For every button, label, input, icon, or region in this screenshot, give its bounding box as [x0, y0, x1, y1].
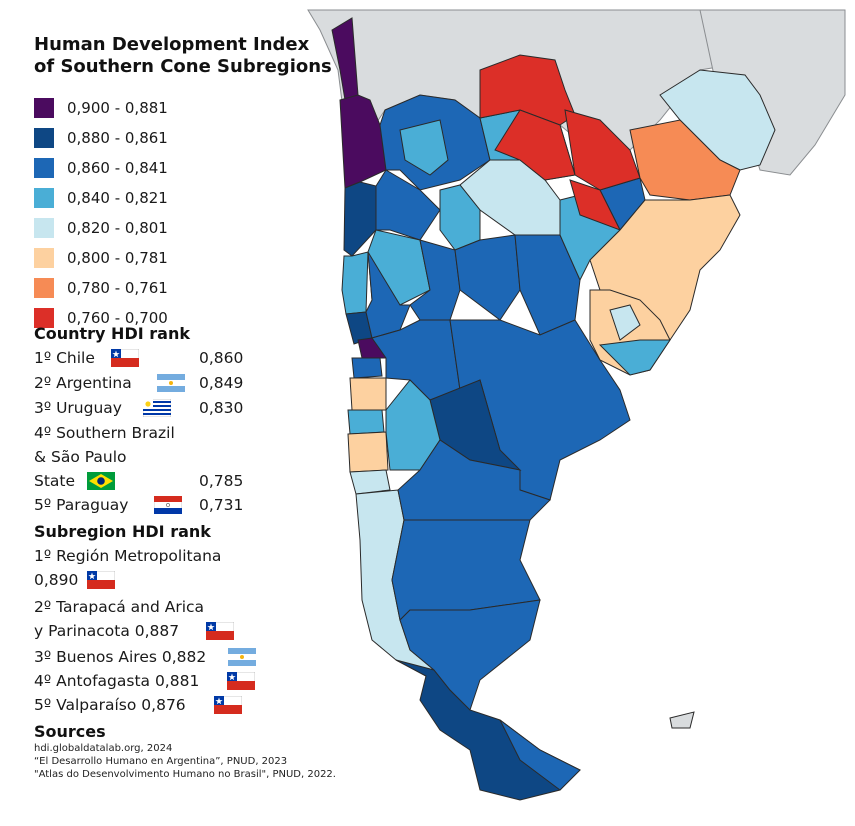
chile-flag-icon	[206, 622, 234, 640]
chile	[331, 17, 581, 801]
source-line: "Atlas do Desenvolvimento Humano no Bras…	[34, 769, 336, 780]
argentina-flag-icon	[157, 374, 185, 392]
argentina-flag-icon	[228, 648, 256, 666]
subregion-rank-2-line1: 2º Tarapacá and Arica	[34, 598, 205, 616]
subregion-rank-2-line2: y Parinacota 0,887	[34, 622, 180, 640]
subregion-rank-4-line1: 4º Antofagasta 0,881	[34, 672, 200, 690]
legend-swatch	[34, 308, 54, 328]
argentina	[365, 94, 695, 791]
region-maule	[349, 377, 387, 411]
paraguay	[479, 54, 641, 231]
country-rank-4-value: 0,785	[199, 472, 244, 490]
region-santa-cruz	[399, 599, 541, 711]
legend-label: 0,780 - 0,761	[67, 279, 168, 297]
region-parana	[629, 119, 741, 201]
country-rank-4-line2: & São Paulo	[34, 448, 127, 466]
legend-swatch	[34, 98, 54, 118]
country-rank-2-label: 2º Argentina	[34, 374, 132, 392]
region-coquimbo	[341, 251, 369, 315]
subregion-rank-1-line1: 1º Región Metropolitana	[34, 547, 222, 565]
subregion-rank-heading: Subregion HDI rank	[34, 522, 211, 541]
legend-swatch	[34, 128, 54, 148]
region-rio-negro	[397, 439, 551, 526]
map-title: Human Development Index of Southern Cone…	[34, 34, 332, 77]
country-rank-5-value: 0,731	[199, 496, 244, 514]
country-rank-4-line3: State	[34, 472, 76, 490]
region-ohiggins	[351, 357, 383, 379]
legend-swatch	[34, 158, 54, 178]
chile-flag-icon	[214, 696, 242, 714]
country-rank-2-value: 0,849	[199, 374, 244, 392]
brazil-flag-icon	[87, 472, 115, 490]
country-rank-3-label: 3º Uruguay	[34, 399, 122, 417]
country-rank-heading: Country HDI rank	[34, 324, 190, 343]
source-line: “El Desarrollo Humano en Argentina”, PNU…	[34, 756, 288, 767]
region-los-rios	[349, 469, 391, 495]
region-catamarca	[375, 169, 441, 241]
legend-label: 0,840 - 0,821	[67, 189, 168, 207]
country-rank-1-label: 1º Chile	[34, 349, 95, 367]
country-rank-4-line1: 4º Southern Brazil	[34, 424, 175, 442]
legend-label: 0,880 - 0,861	[67, 129, 168, 147]
region-uruguay-south	[598, 339, 671, 376]
region-boqueron	[494, 109, 576, 181]
uruguay	[589, 289, 671, 376]
sources-heading: Sources	[34, 722, 106, 741]
uruguay-flag-icon	[143, 399, 171, 417]
legend-swatch	[34, 278, 54, 298]
legend-label: 0,760 - 0,700	[67, 309, 168, 327]
subregion-rank-5-line1: 5º Valparaíso 0,876	[34, 696, 186, 714]
region-tierra-del-fuego	[499, 719, 581, 791]
region-santa-fe	[454, 234, 521, 321]
paraguay-flag-icon	[154, 496, 182, 514]
country-rank-3-value: 0,830	[199, 399, 244, 417]
subregion-rank-3-line1: 3º Buenos Aires 0,882	[34, 648, 207, 666]
country-rank-1-value: 0,860	[199, 349, 244, 367]
region-araucania	[347, 431, 389, 473]
legend-label: 0,820 - 0,801	[67, 219, 168, 237]
region-jujuy	[399, 119, 449, 176]
legend-label: 0,900 - 0,881	[67, 99, 168, 117]
falkland-islands	[669, 711, 695, 729]
chile-flag-icon	[227, 672, 255, 690]
legend-swatch	[34, 248, 54, 268]
region-nuble-biobio	[347, 409, 385, 435]
chile-flag-icon	[87, 571, 115, 589]
legend-label: 0,860 - 0,841	[67, 159, 168, 177]
country-rank-5-label: 5º Paraguay	[34, 496, 129, 514]
region-uruguay-central	[609, 304, 641, 341]
subregion-rank-1-line2: 0,890	[34, 571, 79, 589]
legend-swatch	[34, 218, 54, 238]
legend-label: 0,800 - 0,781	[67, 249, 168, 267]
source-line: hdi.globaldatalab.org, 2024	[34, 743, 173, 754]
chile-flag-icon	[111, 349, 139, 367]
legend-swatch	[34, 188, 54, 208]
